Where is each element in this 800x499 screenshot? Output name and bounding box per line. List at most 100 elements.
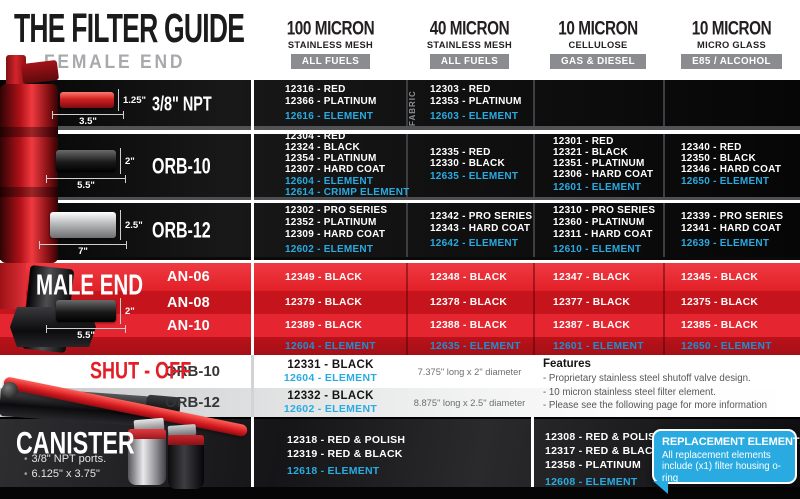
- feature-item: - 10 micron stainless steel filter eleme…: [543, 386, 716, 398]
- row-label-an10: AN-10: [167, 317, 210, 334]
- column-micron: 10 MICRON: [558, 16, 638, 39]
- cell-shutoff-orb12: 12332 - BLACK 12602 - ELEMENT: [255, 388, 406, 417]
- element-number: 12639 - ELEMENT: [681, 237, 770, 249]
- element-number: 12604 - ELEMENT: [285, 176, 374, 188]
- size-description: 7.375" long x 2" diameter: [417, 366, 522, 377]
- stripe-male-elements: 12604 - ELEMENT 12635 - ELEMENT 12601 - …: [0, 337, 800, 355]
- dimension-diameter: 2": [120, 298, 135, 324]
- element-number: 12616 - ELEMENT: [285, 110, 374, 122]
- filter-body-chrome: [50, 212, 116, 238]
- fuel-badge: ALL FUELS: [290, 54, 371, 69]
- shutoff-valve-photo: [0, 362, 250, 438]
- element-number: 12642 - ELEMENT: [430, 237, 519, 249]
- part-number: 12317 - RED & BLACK: [545, 445, 661, 457]
- element-number: 12650 - ELEMENT: [681, 176, 770, 188]
- part-number: 12339 - PRO SERIES: [681, 210, 784, 222]
- part-number: 12318 - RED & POLISH: [287, 434, 406, 446]
- cell-npt-100micron: 12316 - RED 12366 - PLATINUM 12616 - ELE…: [255, 80, 406, 126]
- column-divider: [533, 203, 535, 257]
- part-number: 12303 - RED: [430, 83, 491, 95]
- part-number: 12388 - BLACK: [430, 320, 508, 331]
- canister-red-cap: [168, 435, 204, 447]
- part-number: 12324 - BLACK: [285, 141, 360, 153]
- part-number: 12308 - RED & POLISH: [545, 431, 664, 443]
- cell-canister-100micron: 12318 - RED & POLISH 12319 - RED & BLACK…: [287, 433, 405, 478]
- column-divider: [663, 80, 665, 126]
- dimension-length-label: 5.5": [77, 330, 95, 341]
- row-label-an08: AN-08: [167, 294, 210, 311]
- replacement-elements-callout: REPLACEMENT ELEMENTS All replacement ele…: [652, 429, 800, 494]
- part-number: 12335 - RED: [430, 147, 491, 159]
- column-media: CELLULOSE: [568, 40, 628, 50]
- column-divider: [406, 80, 408, 126]
- bullet-icon: •: [24, 469, 28, 480]
- dimension-length-label: 3.5": [79, 116, 97, 127]
- row-label-orb12: ORB-12: [165, 394, 221, 411]
- filter-body-black: [56, 150, 116, 172]
- column-divider: [663, 134, 665, 197]
- part-number: 12301 - RED: [553, 136, 614, 148]
- header: THE FILTER GUIDE FEMALE END 100 MICRON S…: [0, 0, 800, 80]
- column-divider: [663, 203, 665, 257]
- column-media: STAINLESS MESH: [426, 40, 513, 50]
- dimension-diameter-label: 2": [125, 155, 135, 167]
- dimension-length-label: 7": [78, 246, 88, 257]
- fitting-red-glimpse: [0, 263, 26, 309]
- part-number: 12316 - RED: [285, 83, 346, 95]
- part-number: 12385 - BLACK: [681, 320, 759, 331]
- column-micron: 40 MICRON: [429, 16, 510, 39]
- size-description: 8.875" long x 2.5" diameter: [413, 397, 526, 408]
- part-number: 12353 - PLATINUM: [430, 95, 522, 107]
- stripe-an10: AN-10 12389 - BLACK 12388 - BLACK 12387 …: [0, 314, 800, 337]
- cell-npt-40micron: 12303 - RED 12353 - PLATINUM 12603 - ELE…: [406, 80, 533, 126]
- feature-item: - Please see the following page for more…: [543, 400, 768, 411]
- part-number: 12307 - HARD COAT: [285, 163, 386, 175]
- column-header-10-micron-cellulose: 10 MICRON CELLULOSE GAS & DIESEL: [533, 16, 663, 69]
- part-number: 12319 - RED & BLACK: [287, 448, 403, 460]
- part-number: 12332 - BLACK: [287, 390, 374, 402]
- bullet-line: • 6.125" x 3.75": [24, 467, 106, 482]
- dimension-diameter: 2.5": [120, 210, 143, 240]
- part-number: 12345 - BLACK: [681, 271, 759, 283]
- part-number: 12340 - RED: [681, 141, 742, 153]
- element-number: 12635 - ELEMENT: [430, 170, 519, 182]
- dimension-length: 5.5": [46, 175, 126, 191]
- stripe-an08: AN-08 12379 - BLACK 12378 - BLACK 12377 …: [0, 291, 800, 314]
- part-number: 12375 - BLACK: [681, 297, 759, 308]
- label-column-divider-shutoff: [251, 355, 254, 417]
- bullet-line: • 3/8" NPT ports.: [24, 452, 106, 467]
- column-header-10-micron-micro-glass: 10 MICRON MICRO GLASS E85 / ALCOHOL: [663, 16, 800, 69]
- part-number: 12354 - PLATINUM: [285, 152, 377, 164]
- column-divider: [663, 263, 665, 355]
- part-number: 12378 - BLACK: [430, 297, 508, 308]
- column-divider: [406, 263, 408, 355]
- canister-chrome-body: [128, 439, 166, 485]
- element-number: 12603 - ELEMENT: [430, 110, 519, 122]
- row-npt: FABRIC 12316 - RED 12366 - PLATINUM 1261…: [0, 80, 800, 130]
- part-number: 12352 - PLATINUM: [285, 216, 377, 228]
- part-number: 12343 - HARD COAT: [430, 222, 531, 234]
- column-micron: 100 MICRON: [286, 16, 375, 39]
- part-number: 12342 - PRO SERIES: [430, 210, 533, 222]
- male-end-band: AN-06 12349 - BLACK 12348 - BLACK 12347 …: [0, 263, 800, 355]
- part-number: 12346 - HARD COAT: [681, 163, 782, 175]
- column-media: STAINLESS MESH: [287, 40, 374, 50]
- red-filter-photo: [0, 55, 62, 263]
- part-number: 12311 - HARD COAT: [553, 228, 653, 240]
- canister-column-divider: [531, 417, 534, 487]
- dimension-diameter-label: 2": [125, 305, 135, 317]
- cell-orb10-cellulose: 12301 - RED 12321 - BLACK 12351 - PLATIN…: [533, 134, 663, 197]
- part-number: 12389 - BLACK: [285, 320, 363, 331]
- canister-red-cap: [128, 429, 166, 441]
- canister-photos: [120, 417, 210, 489]
- dimension-diameter-label: 1.25": [123, 94, 146, 106]
- column-micron: 10 MICRON: [691, 16, 772, 39]
- element-number: 12650 - ELEMENT: [681, 340, 772, 352]
- canister-bullets: • 3/8" NPT ports. • 6.125" x 3.75": [24, 452, 106, 482]
- callout-title: REPLACEMENT ELEMENTS: [662, 436, 800, 448]
- element-number: 12618 - ELEMENT: [287, 465, 380, 477]
- element-number: 12608 - ELEMENT: [545, 476, 638, 488]
- dimension-length: 5.5": [46, 325, 126, 341]
- row-label-orb12: ORB-12: [152, 218, 211, 244]
- part-number: 12377 - BLACK: [553, 297, 631, 308]
